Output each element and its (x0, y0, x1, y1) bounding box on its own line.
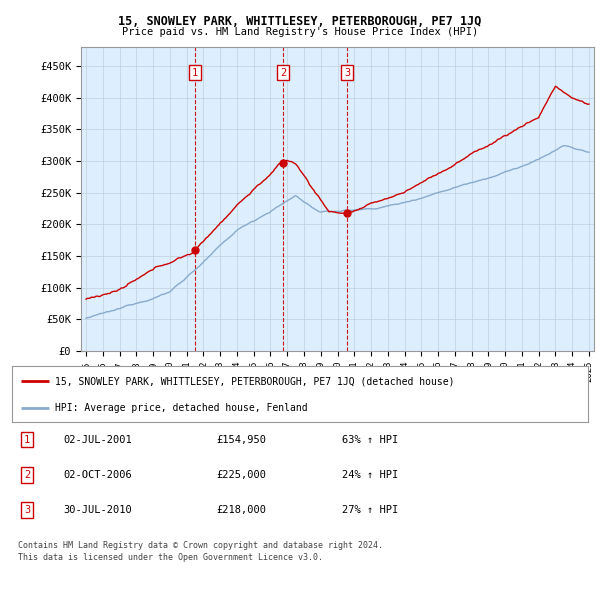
Text: HPI: Average price, detached house, Fenland: HPI: Average price, detached house, Fenl… (55, 403, 308, 413)
Text: Contains HM Land Registry data © Crown copyright and database right 2024.: Contains HM Land Registry data © Crown c… (18, 541, 383, 550)
Text: 3: 3 (24, 506, 30, 515)
Text: 1: 1 (24, 435, 30, 444)
Text: 24% ↑ HPI: 24% ↑ HPI (342, 470, 398, 480)
Text: Price paid vs. HM Land Registry's House Price Index (HPI): Price paid vs. HM Land Registry's House … (122, 27, 478, 37)
Text: This data is licensed under the Open Government Licence v3.0.: This data is licensed under the Open Gov… (18, 553, 323, 562)
Text: 27% ↑ HPI: 27% ↑ HPI (342, 506, 398, 515)
Text: 3: 3 (344, 67, 350, 77)
Text: 15, SNOWLEY PARK, WHITTLESEY, PETERBOROUGH, PE7 1JQ: 15, SNOWLEY PARK, WHITTLESEY, PETERBOROU… (118, 15, 482, 28)
Text: 1: 1 (192, 67, 198, 77)
Text: £218,000: £218,000 (216, 506, 266, 515)
Text: 15, SNOWLEY PARK, WHITTLESEY, PETERBOROUGH, PE7 1JQ (detached house): 15, SNOWLEY PARK, WHITTLESEY, PETERBOROU… (55, 376, 455, 386)
Text: £225,000: £225,000 (216, 470, 266, 480)
Text: 2: 2 (24, 470, 30, 480)
Text: 2: 2 (280, 67, 286, 77)
Text: 63% ↑ HPI: 63% ↑ HPI (342, 435, 398, 444)
Text: £154,950: £154,950 (216, 435, 266, 444)
Text: 30-JUL-2010: 30-JUL-2010 (63, 506, 132, 515)
Text: 02-OCT-2006: 02-OCT-2006 (63, 470, 132, 480)
Text: 02-JUL-2001: 02-JUL-2001 (63, 435, 132, 444)
